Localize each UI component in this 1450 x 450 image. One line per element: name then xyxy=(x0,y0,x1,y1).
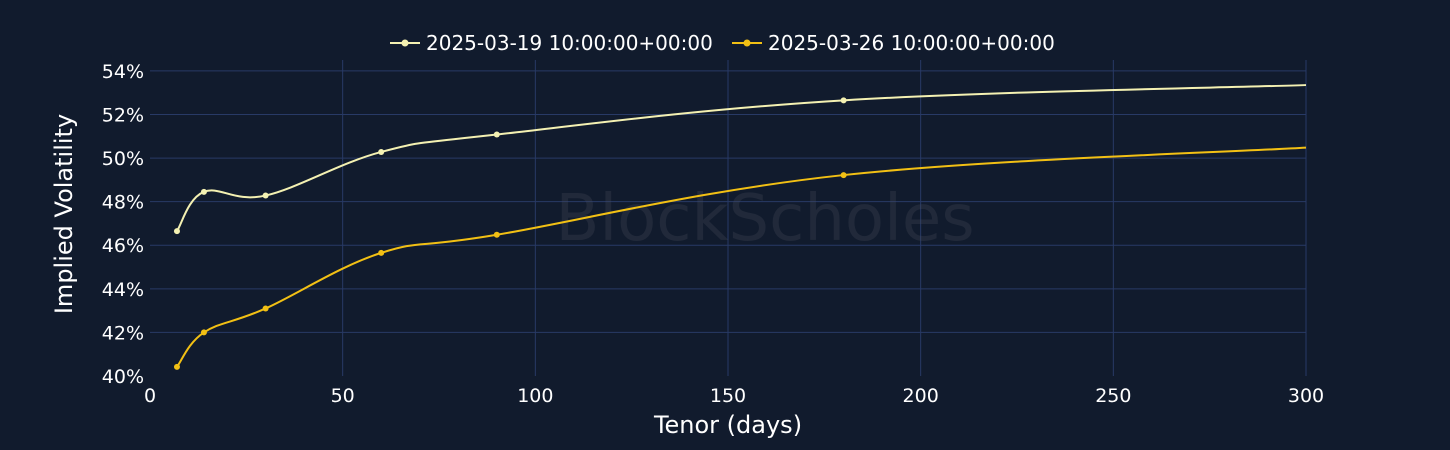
x-axis-title: Tenor (days) xyxy=(653,411,802,439)
data-point xyxy=(493,231,500,238)
y-tick-label: 54% xyxy=(102,61,144,83)
grid xyxy=(150,60,1307,376)
x-tick-label: 50 xyxy=(331,385,355,407)
x-tick-label: 100 xyxy=(517,385,553,407)
x-tick-label: 250 xyxy=(1095,385,1131,407)
y-tick-label: 46% xyxy=(102,235,144,257)
series-line xyxy=(176,84,1307,232)
legend-marker-icon xyxy=(401,39,409,47)
data-point xyxy=(173,228,180,235)
watermark-text: BlockScholes xyxy=(555,182,974,256)
y-tick-label: 48% xyxy=(102,192,144,214)
x-tick-label: 200 xyxy=(903,385,939,407)
data-point xyxy=(840,172,847,179)
legend-item-1[interactable]: 2025-03-19 10:00:00+00:00 xyxy=(390,31,713,55)
legend[interactable]: 2025-03-19 10:00:00+00:00 2025-03-26 10:0… xyxy=(390,31,1055,55)
legend-label: 2025-03-26 10:00:00+00:00 xyxy=(768,31,1055,55)
data-point xyxy=(378,249,385,256)
data-point xyxy=(262,192,269,199)
series-2 xyxy=(173,146,1307,370)
series-layer xyxy=(173,84,1307,370)
data-point xyxy=(173,363,180,370)
y-tick-label: 44% xyxy=(102,279,144,301)
legend-item-2[interactable]: 2025-03-26 10:00:00+00:00 xyxy=(732,31,1055,55)
data-point xyxy=(840,97,847,104)
series-line xyxy=(176,146,1307,368)
series-1 xyxy=(173,84,1307,235)
y-tick-label: 40% xyxy=(102,366,144,388)
x-tick-label: 0 xyxy=(144,385,156,407)
x-tick-label: 300 xyxy=(1288,385,1324,407)
x-tick-label: 150 xyxy=(710,385,746,407)
legend-marker-icon xyxy=(743,39,751,47)
data-point xyxy=(200,188,207,195)
y-tick-label: 50% xyxy=(102,148,144,170)
y-tick-label: 42% xyxy=(102,322,144,344)
data-point xyxy=(200,329,207,336)
x-axis-ticks: 0 50 100 150 200 250 300 xyxy=(144,385,1324,407)
y-tick-label: 52% xyxy=(102,104,144,126)
legend-label: 2025-03-19 10:00:00+00:00 xyxy=(426,31,713,55)
data-point xyxy=(262,305,269,312)
data-point xyxy=(493,131,500,138)
y-axis-ticks: 40% 42% 44% 46% 48% 50% 52% 54% xyxy=(102,61,144,388)
y-axis-title: Implied Volatility xyxy=(50,114,78,314)
data-point xyxy=(378,148,385,155)
